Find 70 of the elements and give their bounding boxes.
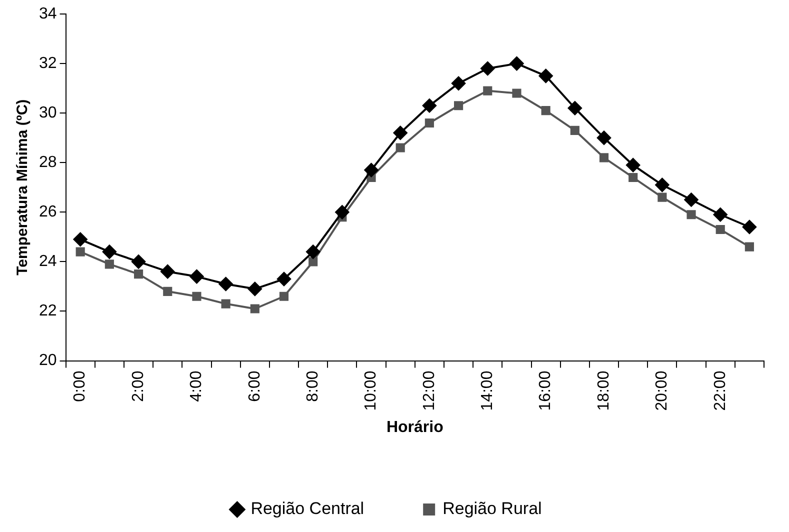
point (424, 118, 434, 128)
point (658, 192, 667, 202)
x-tick-label: 8:00 (304, 370, 322, 402)
legend-label: Região Rural (442, 499, 542, 518)
x-tick-label: 6:00 (246, 370, 264, 402)
point (335, 205, 350, 220)
point (742, 220, 756, 234)
y-tick-label: 24 (39, 253, 57, 270)
y-axis-title: Temperatura Mínima (ºC) (14, 99, 32, 276)
x-tick-label: 12:00 (420, 370, 438, 411)
point (483, 86, 492, 96)
point (364, 163, 378, 178)
y-tick-label: 22 (39, 302, 57, 320)
y-tick-label: 20 (39, 352, 57, 370)
legend-label: Região Central (250, 499, 364, 518)
point (396, 143, 405, 152)
point (599, 153, 609, 162)
point (713, 208, 728, 222)
point (73, 232, 88, 246)
point (454, 101, 464, 110)
point (160, 264, 175, 279)
point (393, 126, 408, 140)
point (279, 292, 289, 301)
point (541, 106, 550, 116)
x-tick-label: 18:00 (595, 370, 612, 411)
point (512, 88, 522, 98)
point (306, 244, 320, 259)
point (686, 210, 696, 220)
point (76, 247, 85, 256)
point (744, 242, 754, 252)
point (655, 178, 670, 192)
x-tick-label: 0:00 (72, 370, 89, 402)
y-tick-label: 30 (39, 104, 57, 122)
point (538, 68, 553, 83)
y-tick-label: 32 (39, 54, 57, 72)
point (628, 172, 638, 182)
point (452, 76, 466, 90)
x-tick-label: 22:00 (712, 370, 729, 411)
point (570, 126, 580, 135)
point (716, 224, 725, 234)
point (422, 98, 436, 113)
point (221, 299, 230, 308)
point (132, 254, 146, 269)
point (248, 282, 262, 296)
point (250, 304, 260, 314)
y-tick-label: 28 (39, 154, 57, 172)
point (510, 56, 524, 71)
point (190, 270, 204, 284)
y-tick-label: 26 (39, 204, 57, 221)
point (218, 276, 233, 291)
x-tick-label: 14:00 (479, 370, 496, 411)
x-tick-label: 2:00 (130, 370, 147, 402)
point (308, 257, 318, 266)
point (684, 192, 698, 207)
point (276, 272, 291, 286)
x-tick-label: 16:00 (537, 370, 554, 411)
point (104, 260, 114, 269)
point (134, 270, 144, 279)
point (480, 61, 495, 76)
point (568, 101, 582, 116)
x-axis-title: Horário (386, 418, 444, 436)
x-tick-label: 10:00 (362, 370, 380, 411)
point (102, 244, 116, 259)
point (192, 292, 202, 301)
x-tick-label: 4:00 (188, 370, 206, 402)
point (163, 286, 172, 296)
x-tick-label: 20:00 (654, 370, 671, 411)
point (626, 158, 640, 172)
point (596, 130, 611, 145)
y-tick-label: 34 (39, 5, 57, 22)
